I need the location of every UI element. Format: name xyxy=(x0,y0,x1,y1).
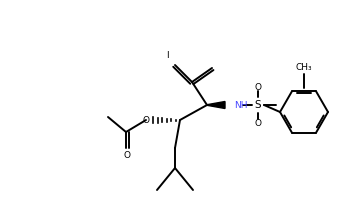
Text: S: S xyxy=(255,100,261,110)
Text: O: O xyxy=(255,82,261,91)
Text: CH₃: CH₃ xyxy=(296,62,312,71)
Text: O: O xyxy=(255,118,261,128)
Polygon shape xyxy=(207,102,225,109)
Text: I: I xyxy=(166,50,168,60)
Text: NH: NH xyxy=(234,101,247,110)
Text: O: O xyxy=(142,116,150,124)
Text: O: O xyxy=(124,151,131,160)
